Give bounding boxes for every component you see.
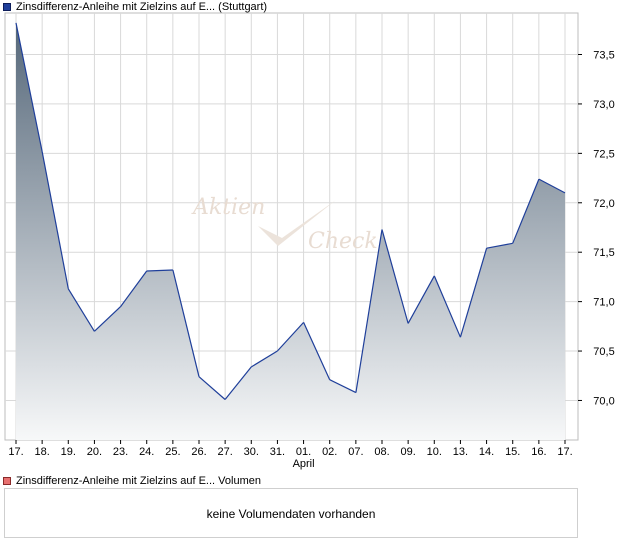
line-segment bbox=[120, 270, 148, 307]
line-segment bbox=[433, 275, 461, 338]
x-tick-label: 01. bbox=[296, 446, 311, 458]
x-tick-label: 20. bbox=[87, 446, 102, 458]
x-tick-label: 13. bbox=[453, 446, 468, 458]
volume-legend: Zinsdifferenz-Anleihe mit Zielzins auf E… bbox=[3, 475, 261, 487]
y-axis: 70,0 70,5 71,0 71,5 72,0 72,5 73,0 73,5 bbox=[578, 50, 615, 407]
line-segment bbox=[146, 269, 173, 272]
x-tick-label: 24. bbox=[139, 446, 154, 458]
price-legend-swatch bbox=[3, 3, 11, 11]
y-tick-label: 71,5 bbox=[593, 247, 614, 259]
line-segment bbox=[486, 242, 513, 249]
volume-legend-swatch bbox=[3, 477, 11, 485]
x-tick-label: 07. bbox=[348, 446, 363, 458]
x-tick-label: 19. bbox=[61, 446, 76, 458]
price-legend: Zinsdifferenz-Anleihe mit Zielzins auf E… bbox=[3, 1, 267, 13]
y-tick-label: 72,5 bbox=[593, 148, 614, 160]
x-tick-label: 02. bbox=[322, 446, 337, 458]
line-segment bbox=[538, 178, 566, 194]
x-tick-label: 08. bbox=[374, 446, 389, 458]
volume-empty-message: keine Volumendaten vorhanden bbox=[206, 507, 376, 521]
series-area bbox=[16, 22, 565, 441]
x-tick-label: 14. bbox=[479, 446, 494, 458]
line-segment bbox=[303, 322, 331, 380]
line-segment bbox=[67, 288, 95, 332]
volume-legend-label: Zinsdifferenz-Anleihe mit Zielzins auf E… bbox=[16, 475, 261, 487]
line-segment bbox=[276, 321, 305, 352]
x-month-label: April bbox=[293, 458, 315, 470]
watermark-text-2: Check bbox=[308, 229, 378, 254]
x-tick-label: 17. bbox=[8, 446, 23, 458]
line-segment bbox=[355, 229, 383, 393]
y-tick-label: 72,0 bbox=[593, 198, 614, 210]
line-segment bbox=[172, 269, 200, 377]
x-tick-label: 25. bbox=[165, 446, 180, 458]
aktiencheck-watermark: Aktien Check bbox=[191, 195, 378, 254]
area-fill bbox=[16, 22, 565, 441]
x-axis: 17. 18. 19. 20. 23. 24. 25. 26. 27. 30. 31. 01.Apri… bbox=[8, 440, 573, 470]
y-tick-label: 70,5 bbox=[593, 346, 614, 358]
x-tick-label: 30. bbox=[244, 446, 259, 458]
x-tick-label: 31. bbox=[270, 446, 285, 458]
x-tick-label: 15. bbox=[505, 446, 520, 458]
line-segment bbox=[224, 366, 252, 400]
line-segment bbox=[250, 350, 278, 368]
series-line bbox=[15, 22, 566, 400]
price-legend-label: Zinsdifferenz-Anleihe mit Zielzins auf E… bbox=[16, 1, 268, 13]
line-segment bbox=[329, 379, 357, 394]
y-tick-label: 70,0 bbox=[593, 395, 614, 407]
x-tick-label: 16. bbox=[531, 446, 546, 458]
x-tick-label: 23. bbox=[113, 446, 128, 458]
x-tick-label: 17. bbox=[557, 446, 572, 458]
line-segment bbox=[198, 376, 226, 400]
x-tick-label: 10. bbox=[427, 446, 442, 458]
line-segment bbox=[381, 229, 409, 324]
line-segment bbox=[407, 275, 435, 324]
y-tick-label: 73,0 bbox=[593, 99, 614, 111]
line-segment bbox=[93, 306, 122, 332]
line-segment bbox=[41, 151, 69, 289]
price-chart: Aktien Check 70,0 70,5 71,0 71,5 72,0 72,5 73,… bbox=[4, 12, 615, 470]
line-segment bbox=[512, 178, 540, 244]
x-tick-label: 27. bbox=[217, 446, 232, 458]
volume-panel: keine Volumendaten vorhanden bbox=[4, 488, 578, 538]
x-tick-label: 09. bbox=[400, 446, 415, 458]
y-tick-label: 71,0 bbox=[593, 297, 614, 309]
x-tick-label: 18. bbox=[34, 446, 49, 458]
y-tick-label: 73,5 bbox=[593, 50, 614, 62]
line-segment bbox=[15, 22, 43, 152]
x-tick-label: 26. bbox=[191, 446, 206, 458]
watermark-text-1: Aktien bbox=[191, 195, 265, 220]
line-segment bbox=[459, 248, 488, 338]
